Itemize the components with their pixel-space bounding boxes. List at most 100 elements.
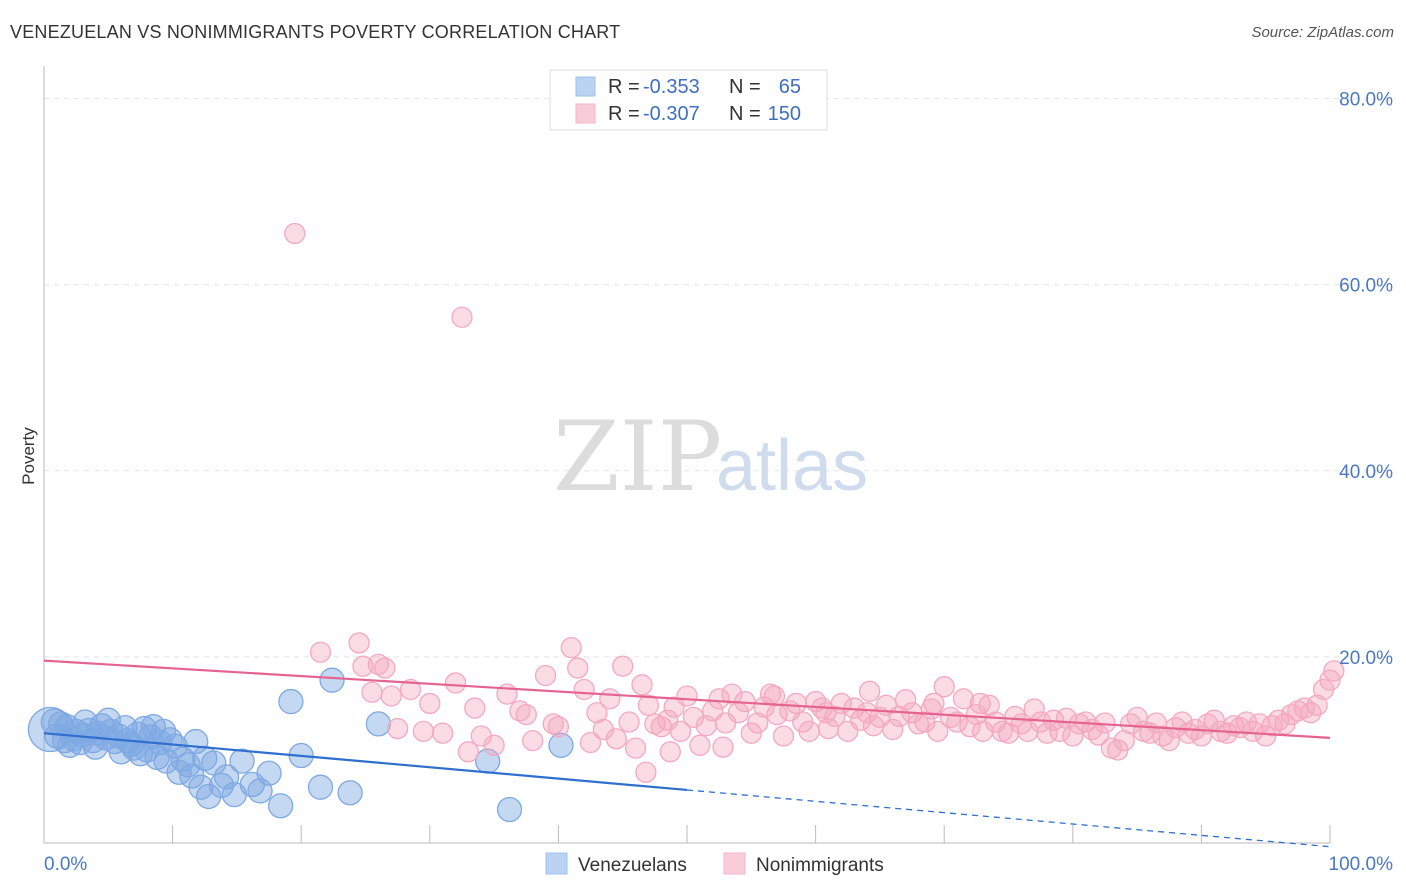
- nonimmigrant-point: [798, 720, 820, 742]
- nonimmigrant-point: [1087, 724, 1110, 746]
- x-tick-label: 0.0%: [44, 854, 87, 875]
- y-tick-label: 80.0%: [1339, 90, 1393, 111]
- stats-n-value: 65: [779, 76, 801, 98]
- venezuelan-point: [307, 774, 334, 800]
- series-legend-label: Nonimmigrants: [756, 855, 884, 876]
- stats-legend-swatch: [575, 103, 596, 124]
- nonimmigrant-point: [669, 720, 692, 742]
- nonimmigrant-point: [923, 692, 945, 715]
- nonimmigrant-point: [586, 702, 608, 724]
- stats-legend: R = -0.353 N = 65 R = -0.307 N = 150: [549, 69, 828, 131]
- venezuelan-point: [319, 667, 345, 693]
- nonimmigrant-point: [1171, 711, 1193, 733]
- nonimmigrant-point: [624, 737, 647, 759]
- nonimmigrant-point: [380, 685, 402, 707]
- nonimmigrant-point: [1197, 713, 1219, 735]
- series-legend-label: Venezuelans: [578, 855, 687, 876]
- venezuelan-point: [496, 796, 523, 823]
- nonimmigrant-point: [560, 636, 582, 659]
- nonimmigrant-point: [858, 680, 881, 702]
- nonimmigrant-point: [721, 683, 743, 705]
- venezuelan-point: [256, 760, 282, 786]
- venezuelan-point: [195, 783, 222, 810]
- nonimmigrant-point: [631, 674, 653, 696]
- nonimmigrant-point: [772, 725, 795, 747]
- stats-n-label: N =: [729, 103, 761, 125]
- source-label: Source: ZipAtlas.com: [1251, 24, 1394, 41]
- stats-r-value: -0.353: [643, 76, 700, 98]
- stats-legend-swatch: [575, 76, 596, 97]
- nonimmigrant-point: [763, 685, 786, 707]
- nonimmigrant-point: [515, 703, 537, 726]
- y-tick-label: 60.0%: [1339, 276, 1393, 297]
- venezuelan-trend-line: [43, 732, 688, 792]
- nonimmigrant-point: [361, 681, 383, 703]
- venezuelan-point: [337, 780, 363, 806]
- nonimmigrant-point: [618, 711, 640, 733]
- stats-n-label: N =: [729, 76, 761, 98]
- nonimmigrant-point: [785, 692, 807, 715]
- nonimmigrant-point: [509, 700, 531, 722]
- y-tick-label: 20.0%: [1339, 648, 1393, 669]
- data-points: [27, 222, 1345, 823]
- nonimmigrant-point: [367, 653, 390, 675]
- nonimmigrant-point: [399, 678, 422, 701]
- nonimmigrant-point: [659, 741, 681, 763]
- nonimmigrant-point: [579, 731, 602, 754]
- venezuelan-point: [548, 732, 574, 758]
- nonimmigrant-point: [635, 761, 657, 783]
- nonimmigrant-point: [712, 736, 734, 758]
- nonimmigrant-point: [1255, 725, 1277, 747]
- grid-lines: [44, 98, 1395, 658]
- nonimmigrant-point: [464, 697, 486, 719]
- nonimmigrant-point: [1323, 660, 1345, 682]
- stats-r-label: R =: [608, 103, 640, 125]
- nonimmigrant-point: [386, 717, 409, 740]
- nonimmigrant-point: [567, 657, 589, 679]
- nonimmigrant-point: [894, 689, 917, 711]
- venezuelan-point: [229, 748, 255, 774]
- nonimmigrant-point: [682, 706, 705, 729]
- trend-lines: [43, 659, 1331, 848]
- nonimmigrant-point: [747, 712, 769, 734]
- venezuelan-trend-extension: [686, 789, 1331, 848]
- nonimmigrant-point: [882, 718, 904, 741]
- nonimmigrant-point: [978, 694, 1000, 716]
- nonimmigrant-point: [927, 720, 949, 742]
- nonimmigrant-point: [856, 702, 878, 724]
- nonimmigrant-point: [946, 711, 968, 733]
- series-legend: Venezuelans Nonimmigrants: [545, 852, 884, 876]
- venezuelan-point: [201, 750, 227, 776]
- nonimmigrant-point: [637, 694, 660, 716]
- nonimmigrant-point: [605, 728, 627, 750]
- nonimmigrant-point: [309, 641, 332, 663]
- nonimmigrant-point: [1306, 694, 1328, 716]
- y-axis-label: Poverty: [19, 427, 38, 485]
- stats-r-value: -0.307: [643, 103, 700, 125]
- nonimmigrant-trend-line: [43, 659, 1331, 739]
- nonimmigrant-point: [933, 676, 955, 698]
- nonimmigrant-point: [676, 685, 698, 707]
- nonimmigrant-point: [969, 692, 991, 715]
- stats-legend-box: [549, 69, 828, 131]
- watermark-atlas: atlas: [716, 426, 868, 506]
- venezuelan-point: [98, 718, 124, 744]
- x-tick-label: 100.0%: [1329, 854, 1394, 875]
- nonimmigrant-point: [348, 632, 370, 654]
- tick-labels: 20.0% 40.0% 60.0% 80.0% 0.0% 100.0%: [44, 90, 1393, 875]
- y-tick-label: 40.0%: [1339, 462, 1393, 483]
- nonimmigrant-point: [457, 741, 480, 763]
- nonimmigrant-point: [1113, 729, 1135, 752]
- nonimmigrant-point: [1158, 729, 1180, 752]
- watermark: ZIP atlas: [553, 401, 868, 513]
- stats-r-label: R =: [608, 76, 640, 98]
- nonimmigrant-point: [708, 688, 730, 710]
- nonimmigrant-point: [689, 734, 711, 756]
- nonimmigrant-point: [542, 713, 564, 735]
- nonimmigrant-point: [483, 734, 505, 756]
- watermark-zip: ZIP: [553, 401, 722, 513]
- nonimmigrant-point: [412, 720, 435, 742]
- nonimmigrant-point: [1120, 713, 1142, 735]
- series-legend-swatch: [723, 852, 746, 875]
